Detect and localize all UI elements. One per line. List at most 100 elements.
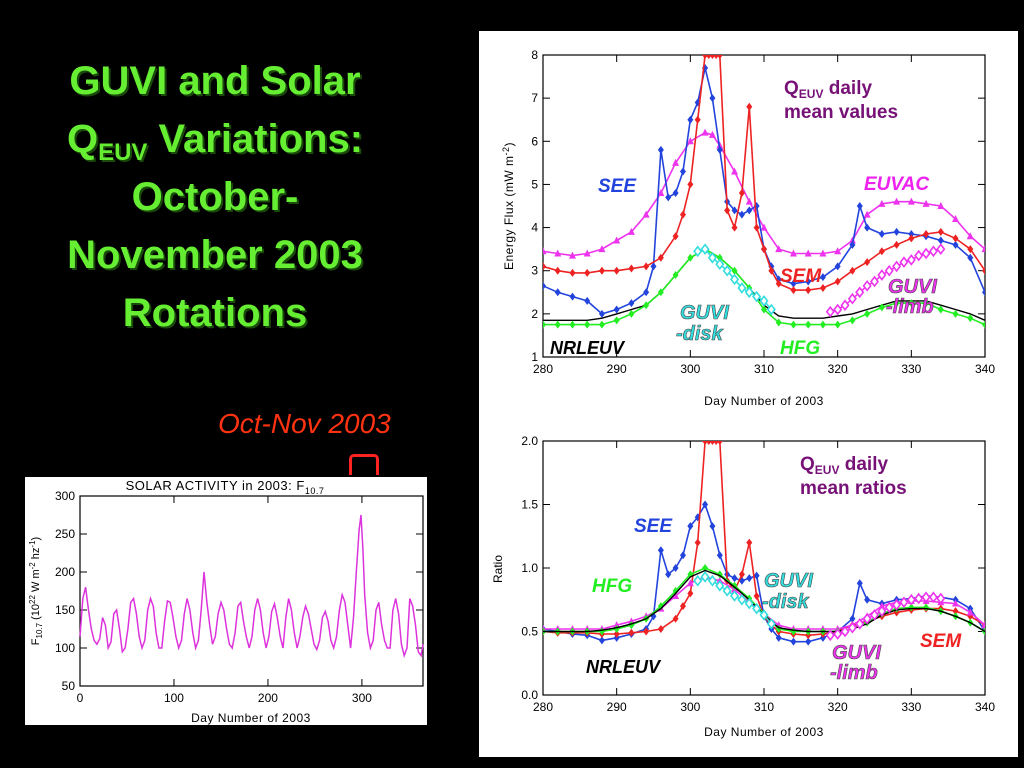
data-point-euvac — [789, 249, 797, 257]
data-point-euvac — [672, 158, 680, 166]
data-point-guvi-limb — [884, 601, 894, 614]
data-point-euvac — [568, 251, 576, 259]
x-tick-label-320: 320 — [828, 700, 848, 714]
data-point-guvi-limb — [884, 264, 894, 277]
data-point-sem — [908, 234, 915, 243]
data-point-sem — [569, 268, 576, 277]
data-point-see — [628, 299, 635, 308]
data-point-sem — [672, 614, 679, 623]
data-point-see — [849, 614, 856, 623]
ratios-x-axis-label: Day Number of 2003 — [704, 725, 824, 739]
data-point-euvac — [804, 249, 812, 257]
f107-series-line — [79, 514, 424, 659]
data-point-hfg — [805, 320, 812, 329]
ratios-label-guvi-disk-1: GUVI — [764, 570, 813, 592]
data-point-sem — [613, 266, 620, 275]
data-point-guvi-disk — [744, 286, 754, 299]
data-point-sem — [761, 245, 767, 254]
data-point-hfg — [923, 603, 930, 612]
data-point-sem — [687, 180, 694, 189]
data-point-guvi-limb — [906, 254, 916, 266]
qeuv-daily-mean-ratios-chart: 280 290 300 310 320 330 340 0.0 0.5 1.0 1.5 2.0 Day … — [491, 434, 995, 739]
data-point-see — [584, 296, 591, 305]
data-point-see — [543, 281, 546, 290]
title-q: Q — [66, 117, 99, 161]
data-point-see — [937, 236, 944, 245]
data-point-euvac — [863, 210, 871, 218]
data-point-guvi-disk — [759, 609, 769, 621]
data-point-see — [709, 94, 716, 103]
data-point-see — [790, 637, 797, 646]
data-point-see — [554, 288, 561, 297]
data-point-see — [702, 500, 709, 509]
values-label-guvi-limb-2: -limb — [886, 296, 934, 318]
data-point-sem — [657, 253, 664, 262]
y-tick-label-2-0: 2.0 — [521, 434, 538, 448]
data-point-guvi-disk — [737, 282, 747, 294]
data-point-hfg — [731, 266, 738, 275]
x-tick-label-300: 300 — [680, 700, 700, 714]
data-point-sem — [923, 230, 930, 239]
data-point-euvac — [952, 214, 960, 222]
data-point-guvi-limb — [825, 305, 835, 318]
data-point-hfg — [687, 253, 694, 262]
ratios-label-nrleuv: NRLEUV — [586, 657, 662, 677]
data-point-sem — [543, 262, 546, 271]
values-annotation-line-1: QEUV daily — [784, 78, 872, 101]
data-point-hfg — [672, 271, 679, 280]
data-point-hfg — [569, 320, 576, 329]
data-point-guvi-disk — [722, 585, 732, 597]
data-point-euvac — [731, 167, 739, 175]
data-point-see — [657, 546, 664, 555]
data-point-see — [679, 167, 686, 176]
series-line-sem — [543, 55, 985, 291]
data-point-hfg — [819, 320, 826, 329]
data-point-sem — [643, 262, 650, 271]
title-line-4: November 2003 — [67, 233, 363, 277]
data-point-sem — [738, 570, 745, 579]
data-point-euvac — [878, 199, 886, 207]
data-point-guvi-disk — [700, 243, 710, 255]
y-tick-label-8: 8 — [531, 48, 538, 62]
data-point-sem — [643, 627, 650, 636]
data-point-hfg — [878, 303, 885, 312]
x-tick-label-200: 200 — [258, 691, 278, 705]
plot-frame — [79, 495, 424, 687]
data-point-see — [908, 230, 915, 239]
data-point-euvac — [613, 621, 621, 629]
data-point-guvi-limb — [869, 609, 880, 621]
data-point-guvi-limb — [921, 247, 931, 260]
y-tick-label-1-5: 1.5 — [521, 498, 538, 512]
data-point-guvi-disk — [730, 590, 740, 602]
data-point-see — [856, 579, 863, 588]
y-tick-label-150: 150 — [55, 603, 75, 617]
data-point-hfg — [598, 627, 605, 636]
y-tick-label-1-0: 1.0 — [521, 561, 538, 575]
data-point-euvac — [745, 197, 753, 205]
x-tick-label-330: 330 — [901, 362, 921, 376]
f107-y-axis-label: F10.7 (1022 W m-2 hz-1) — [28, 537, 44, 645]
y-tick-label-3: 3 — [531, 264, 538, 278]
data-point-guvi-disk — [715, 579, 725, 592]
data-point-euvac — [966, 608, 974, 616]
oct-nov-bracket-marker — [349, 454, 379, 475]
data-point-see — [709, 522, 716, 531]
data-point-euvac — [937, 202, 945, 209]
data-point-sem — [738, 189, 745, 198]
qeuv-panel-frame — [474, 26, 1023, 762]
y-tick-label-50: 50 — [62, 679, 76, 693]
data-point-hfg — [584, 320, 591, 329]
data-point-see — [753, 202, 760, 210]
data-point-sem — [687, 589, 694, 598]
series-line-euvac — [543, 131, 985, 257]
data-point-sem — [834, 277, 841, 286]
y-tick-label-6: 6 — [531, 134, 538, 148]
data-point-see — [856, 202, 863, 210]
data-point-hfg — [790, 320, 797, 329]
data-point-sem — [753, 223, 760, 232]
x-tick-label-290: 290 — [607, 700, 627, 714]
x-tick-label-330: 330 — [901, 700, 921, 714]
y-tick-label-2: 2 — [531, 307, 538, 321]
data-point-euvac — [893, 197, 901, 205]
data-point-see — [650, 262, 657, 271]
